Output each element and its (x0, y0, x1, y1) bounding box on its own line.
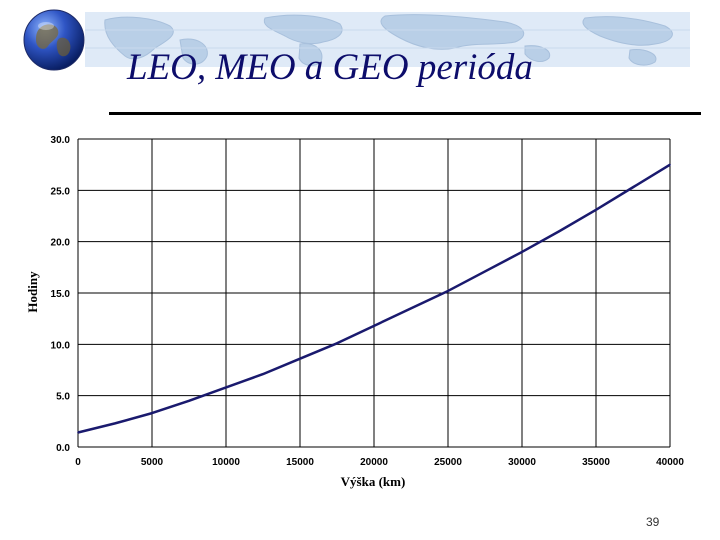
data-point (373, 325, 375, 327)
data-point (77, 431, 79, 434)
page-number: 39 (646, 515, 660, 529)
x-tick-label: 40000 (656, 457, 684, 468)
data-point (225, 386, 227, 389)
earth-globe-icon (22, 8, 86, 72)
period-chart: 0 5000 10000 15000 20000 25000 30000 35000 40000… (25, 135, 684, 489)
data-point (484, 270, 486, 273)
x-tick-label: 20000 (360, 457, 388, 468)
x-axis-ticks: 0 5000 10000 15000 20000 25000 30000 35000 40000 (75, 457, 684, 468)
data-point (447, 290, 449, 292)
x-tick-label: 30000 (508, 457, 536, 468)
x-tick-label: 5000 (141, 457, 164, 468)
data-point (558, 230, 560, 233)
x-tick-label: 0 (75, 457, 81, 468)
data-point (114, 422, 116, 425)
data-point (669, 163, 671, 166)
y-axis-ticks: 0.0 5.0 10.0 15.0 20.0 25.0 30.0 (51, 135, 71, 454)
chart-grid (77, 138, 671, 448)
data-point (188, 400, 190, 402)
data-point (151, 412, 153, 414)
y-axis-label: Hodiny (25, 271, 40, 313)
title-banner (85, 12, 690, 67)
data-point (410, 307, 412, 310)
x-tick-label: 15000 (286, 457, 314, 468)
x-tick-label: 10000 (212, 457, 240, 468)
y-tick-label: 30.0 (51, 135, 71, 146)
y-tick-label: 10.0 (51, 340, 71, 351)
data-point (632, 186, 634, 189)
y-tick-label: 25.0 (51, 186, 71, 197)
data-point (521, 251, 523, 253)
title-underline (109, 112, 701, 115)
data-point (262, 373, 264, 375)
chart-series (77, 163, 671, 434)
y-tick-label: 15.0 (51, 289, 71, 300)
data-point (299, 357, 301, 360)
data-point (336, 342, 338, 345)
y-tick-label: 5.0 (56, 392, 70, 403)
y-tick-label: 0.0 (56, 443, 70, 454)
x-tick-label: 25000 (434, 457, 462, 468)
x-tick-label: 35000 (582, 457, 610, 468)
world-map-decoration (85, 14, 690, 66)
y-tick-label: 20.0 (51, 238, 71, 249)
x-axis-label: Výška (km) (341, 474, 406, 489)
data-point (595, 209, 597, 211)
slide-title: LEO, MEO a GEO perióda (127, 47, 533, 88)
